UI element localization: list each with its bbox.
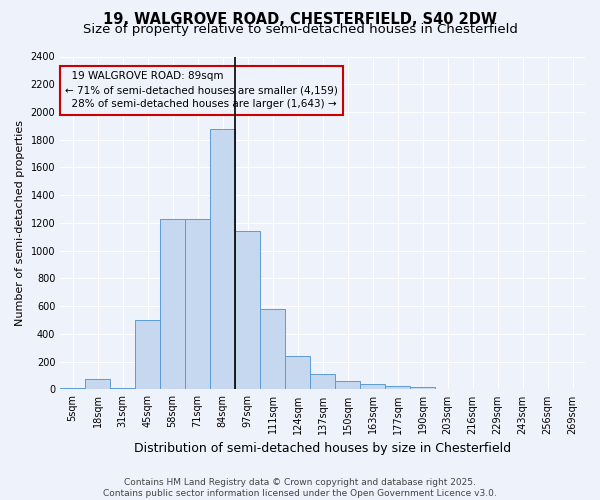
Bar [460,388,485,390]
Y-axis label: Number of semi-detached properties: Number of semi-detached properties [15,120,25,326]
Bar [135,320,160,390]
Bar [385,386,410,390]
Text: 19 WALGROVE ROAD: 89sqm
← 71% of semi-detached houses are smaller (4,159)
  28% : 19 WALGROVE ROAD: 89sqm ← 71% of semi-de… [65,72,338,110]
Bar [235,232,260,390]
Bar [185,219,210,390]
Text: Size of property relative to semi-detached houses in Chesterfield: Size of property relative to semi-detach… [83,22,517,36]
Bar [360,384,385,390]
Bar [410,388,435,390]
Bar [435,388,460,390]
Bar [110,388,135,390]
Bar [335,381,360,390]
Bar [310,374,335,390]
Bar [60,388,85,390]
Bar [85,379,110,390]
Bar [285,356,310,390]
Bar [210,128,235,390]
Bar [160,219,185,390]
X-axis label: Distribution of semi-detached houses by size in Chesterfield: Distribution of semi-detached houses by … [134,442,511,455]
Bar [260,309,285,390]
Text: Contains HM Land Registry data © Crown copyright and database right 2025.
Contai: Contains HM Land Registry data © Crown c… [103,478,497,498]
Text: 19, WALGROVE ROAD, CHESTERFIELD, S40 2DW: 19, WALGROVE ROAD, CHESTERFIELD, S40 2DW [103,12,497,28]
Bar [485,388,510,390]
